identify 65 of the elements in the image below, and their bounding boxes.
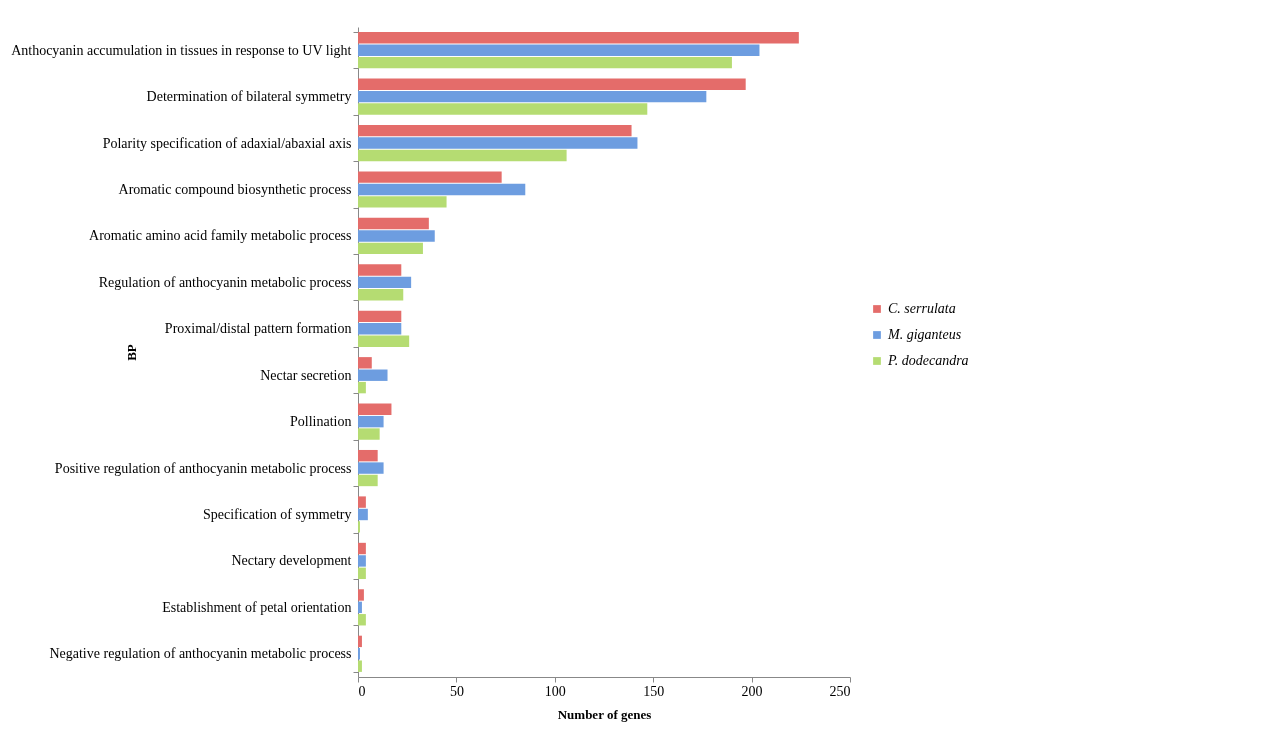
bar <box>358 635 362 648</box>
y-tick-label: Polarity specification of adaxial/abaxial axis <box>102 135 352 151</box>
bar <box>358 44 760 56</box>
bar <box>358 462 384 474</box>
bar <box>358 474 378 487</box>
y-tick-label: Regulation of anthocyanin metabolic process <box>98 274 352 290</box>
bar <box>358 276 412 289</box>
y-tick-label: Anthocyanin accumulation in tissues in response to UV light <box>11 42 352 58</box>
y-tick-label: Determination of bilateral symmetry <box>146 89 352 105</box>
x-tick-label: 50 <box>449 683 464 699</box>
legend-label: C. serrulata <box>888 301 956 316</box>
bar <box>358 496 366 508</box>
legend-label: M. giganteus <box>887 327 962 342</box>
x-tick-label: 250 <box>829 683 851 699</box>
bar <box>358 428 380 440</box>
bar <box>358 555 366 567</box>
bar <box>358 601 362 614</box>
bar <box>358 449 378 462</box>
bar <box>358 137 638 149</box>
y-tick-label: Aromatic compound biosynthetic process <box>118 182 352 197</box>
bar <box>358 614 366 626</box>
y-tick-label: Negative regulation of anthocyanin metabolic process <box>49 646 352 662</box>
bar <box>358 508 368 521</box>
y-tick-label: Proximal/distal pattern formation <box>164 321 352 337</box>
x-axis-title: Number of genes <box>557 706 652 722</box>
bar <box>358 90 707 103</box>
bar <box>358 567 366 580</box>
bar <box>358 381 366 394</box>
bar <box>358 310 402 323</box>
bar <box>358 230 435 242</box>
bar <box>358 103 648 115</box>
bar <box>358 124 632 137</box>
x-tick-label: 0 <box>358 683 366 699</box>
bar <box>358 369 388 381</box>
y-tick-label: Pollination <box>290 414 352 430</box>
bar <box>358 196 447 208</box>
bar <box>358 357 372 369</box>
x-tick-label: 150 <box>643 683 665 699</box>
bar <box>358 660 362 672</box>
y-tick-label: Aromatic amino acid family metabolic process <box>89 228 352 244</box>
bar <box>358 183 526 196</box>
y-tick-label: Specification of symmetry <box>202 507 352 522</box>
legend-label: P. dodecandra <box>887 353 969 368</box>
bar <box>358 264 402 276</box>
bar <box>358 403 392 415</box>
bar <box>358 335 410 347</box>
x-tick-label: 200 <box>741 683 763 699</box>
bar <box>358 589 364 601</box>
bar <box>358 542 366 555</box>
y-tick-label: Nectary development <box>231 553 352 569</box>
y-tick-label: Nectar secretion <box>260 367 352 383</box>
bar <box>358 415 384 428</box>
bar <box>358 217 429 230</box>
bar <box>358 149 567 162</box>
y-axis-title: BP <box>123 344 139 361</box>
bar <box>358 32 799 44</box>
bar <box>358 78 746 90</box>
x-tick-label: 100 <box>544 683 566 699</box>
bar <box>358 289 404 301</box>
bar <box>358 171 502 183</box>
bar <box>358 242 423 255</box>
y-tick-label: Establishment of petal orientation <box>162 599 352 615</box>
bar <box>358 56 732 69</box>
y-tick-label: Positive regulation of anthocyanin metabolic process <box>54 460 352 476</box>
bar <box>358 323 402 335</box>
